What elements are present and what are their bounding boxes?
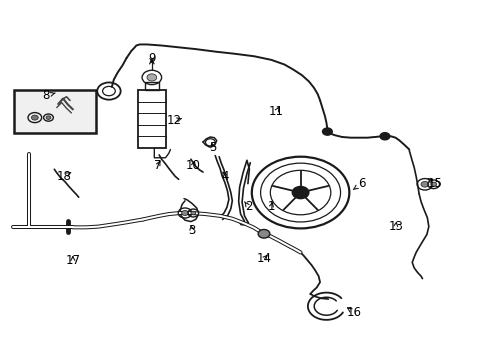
Circle shape bbox=[147, 74, 157, 81]
Text: 16: 16 bbox=[346, 306, 361, 319]
Text: 11: 11 bbox=[268, 105, 283, 118]
Text: 15: 15 bbox=[427, 177, 441, 190]
Text: 4: 4 bbox=[221, 170, 228, 183]
Text: 14: 14 bbox=[256, 252, 271, 265]
Text: 6: 6 bbox=[357, 177, 365, 190]
Text: 17: 17 bbox=[65, 254, 80, 267]
Text: 9: 9 bbox=[148, 51, 155, 64]
Bar bbox=[138, 90, 165, 148]
Text: 3: 3 bbox=[188, 224, 195, 237]
Text: 13: 13 bbox=[387, 220, 402, 233]
Circle shape bbox=[379, 133, 389, 140]
Text: 12: 12 bbox=[166, 114, 181, 127]
Text: 18: 18 bbox=[57, 170, 71, 183]
Circle shape bbox=[430, 182, 436, 186]
Text: 5: 5 bbox=[209, 141, 216, 154]
Bar bbox=[145, 82, 158, 90]
Text: 2: 2 bbox=[244, 201, 252, 213]
Circle shape bbox=[190, 211, 195, 215]
Text: 8: 8 bbox=[42, 89, 49, 102]
Text: 1: 1 bbox=[267, 201, 275, 213]
Circle shape bbox=[322, 128, 331, 135]
Circle shape bbox=[258, 229, 269, 238]
Text: 7: 7 bbox=[154, 159, 161, 172]
Bar bbox=[14, 90, 96, 133]
Circle shape bbox=[181, 211, 188, 216]
Circle shape bbox=[46, 116, 51, 120]
Text: 10: 10 bbox=[185, 159, 201, 172]
Circle shape bbox=[420, 181, 428, 187]
Circle shape bbox=[31, 115, 38, 120]
Circle shape bbox=[292, 186, 308, 199]
